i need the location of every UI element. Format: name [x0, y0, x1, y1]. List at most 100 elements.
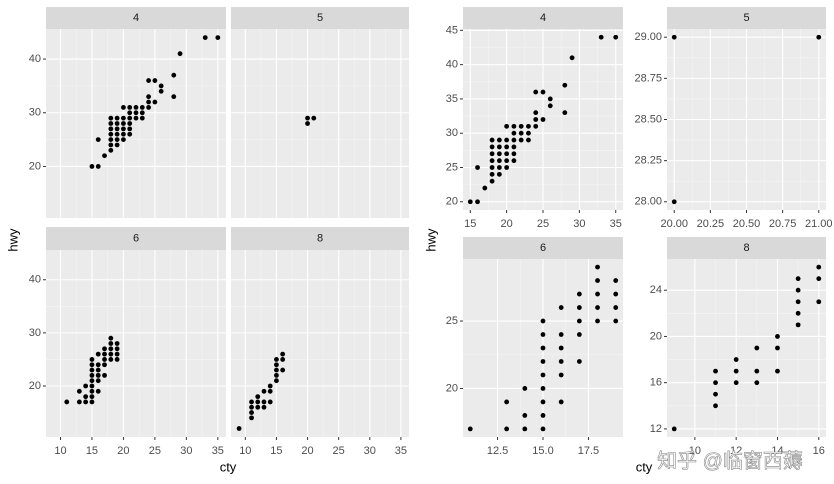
y-tick-label: 28.00	[634, 196, 662, 208]
point	[108, 335, 114, 341]
x-tick-label: 20.00	[660, 218, 688, 230]
point	[489, 158, 495, 164]
point	[511, 144, 517, 150]
point	[504, 151, 510, 157]
point	[540, 332, 546, 337]
point	[613, 318, 619, 324]
y-tick-label: 16	[650, 377, 662, 389]
strip	[463, 7, 623, 29]
point	[518, 123, 524, 129]
point	[576, 359, 582, 364]
point	[114, 142, 120, 148]
point	[576, 291, 582, 297]
point	[533, 123, 539, 129]
point	[558, 359, 564, 364]
point	[95, 388, 101, 394]
point	[139, 115, 145, 121]
point	[64, 399, 70, 405]
point	[89, 357, 95, 362]
point	[475, 165, 480, 170]
point	[249, 404, 254, 410]
point	[127, 121, 133, 126]
point	[114, 346, 120, 352]
point	[569, 55, 575, 61]
strip-text: 8	[743, 242, 749, 254]
point	[121, 137, 126, 143]
point	[526, 130, 531, 136]
strip	[46, 7, 226, 29]
point	[89, 372, 95, 378]
point	[89, 362, 95, 368]
point	[158, 88, 164, 94]
point	[171, 94, 177, 100]
point	[127, 126, 133, 132]
point	[795, 322, 801, 328]
point	[267, 388, 273, 394]
point	[102, 357, 107, 362]
y-tick-label: 40	[29, 274, 41, 286]
y-tick-label: 20	[446, 382, 458, 394]
point	[127, 115, 133, 121]
point	[511, 158, 517, 164]
point	[171, 72, 177, 78]
point	[274, 372, 279, 378]
point	[255, 399, 261, 405]
point	[595, 264, 600, 270]
point	[249, 410, 254, 415]
y-tick-label: 45	[446, 24, 458, 36]
point	[816, 264, 822, 270]
point	[511, 123, 517, 129]
point	[102, 372, 107, 378]
x-tick-label: 20.25	[697, 218, 725, 230]
point	[114, 115, 120, 121]
point	[95, 367, 101, 373]
point	[114, 121, 120, 126]
x-tick-label: 25	[149, 445, 161, 457]
x-tick-label: 35	[610, 218, 622, 230]
point	[540, 345, 546, 351]
x-tick-label: 25	[333, 445, 345, 457]
point	[89, 378, 95, 384]
x-axis-title: cty	[220, 459, 237, 474]
point	[795, 299, 801, 305]
y-tick-label: 24	[650, 284, 662, 296]
point	[576, 332, 582, 337]
point	[540, 117, 546, 122]
point	[816, 276, 822, 282]
point	[775, 345, 780, 351]
point	[775, 334, 780, 339]
y-tick-label: 30	[29, 327, 41, 339]
point	[496, 144, 502, 150]
y-tick-label: 20	[650, 330, 662, 342]
point	[102, 362, 107, 368]
point	[540, 386, 546, 391]
point	[121, 104, 126, 110]
point	[146, 99, 151, 105]
point	[133, 110, 139, 116]
point	[558, 372, 564, 378]
point	[733, 380, 739, 386]
point	[114, 126, 120, 132]
point	[518, 137, 524, 143]
point	[255, 404, 261, 410]
strip	[667, 237, 826, 259]
point	[311, 115, 317, 121]
point	[152, 99, 158, 105]
point	[613, 305, 619, 310]
point	[533, 110, 539, 116]
point	[139, 110, 145, 116]
point	[576, 305, 582, 310]
point	[489, 151, 495, 157]
point	[249, 415, 254, 421]
point	[89, 164, 95, 169]
point	[83, 383, 89, 389]
point	[108, 137, 114, 143]
point	[114, 341, 120, 346]
point	[261, 404, 267, 410]
point	[504, 399, 510, 405]
point	[108, 346, 114, 352]
point	[76, 399, 82, 405]
x-tick-label: 14	[771, 445, 783, 457]
strip	[231, 7, 409, 29]
x-tick-label: 21.00	[805, 218, 833, 230]
